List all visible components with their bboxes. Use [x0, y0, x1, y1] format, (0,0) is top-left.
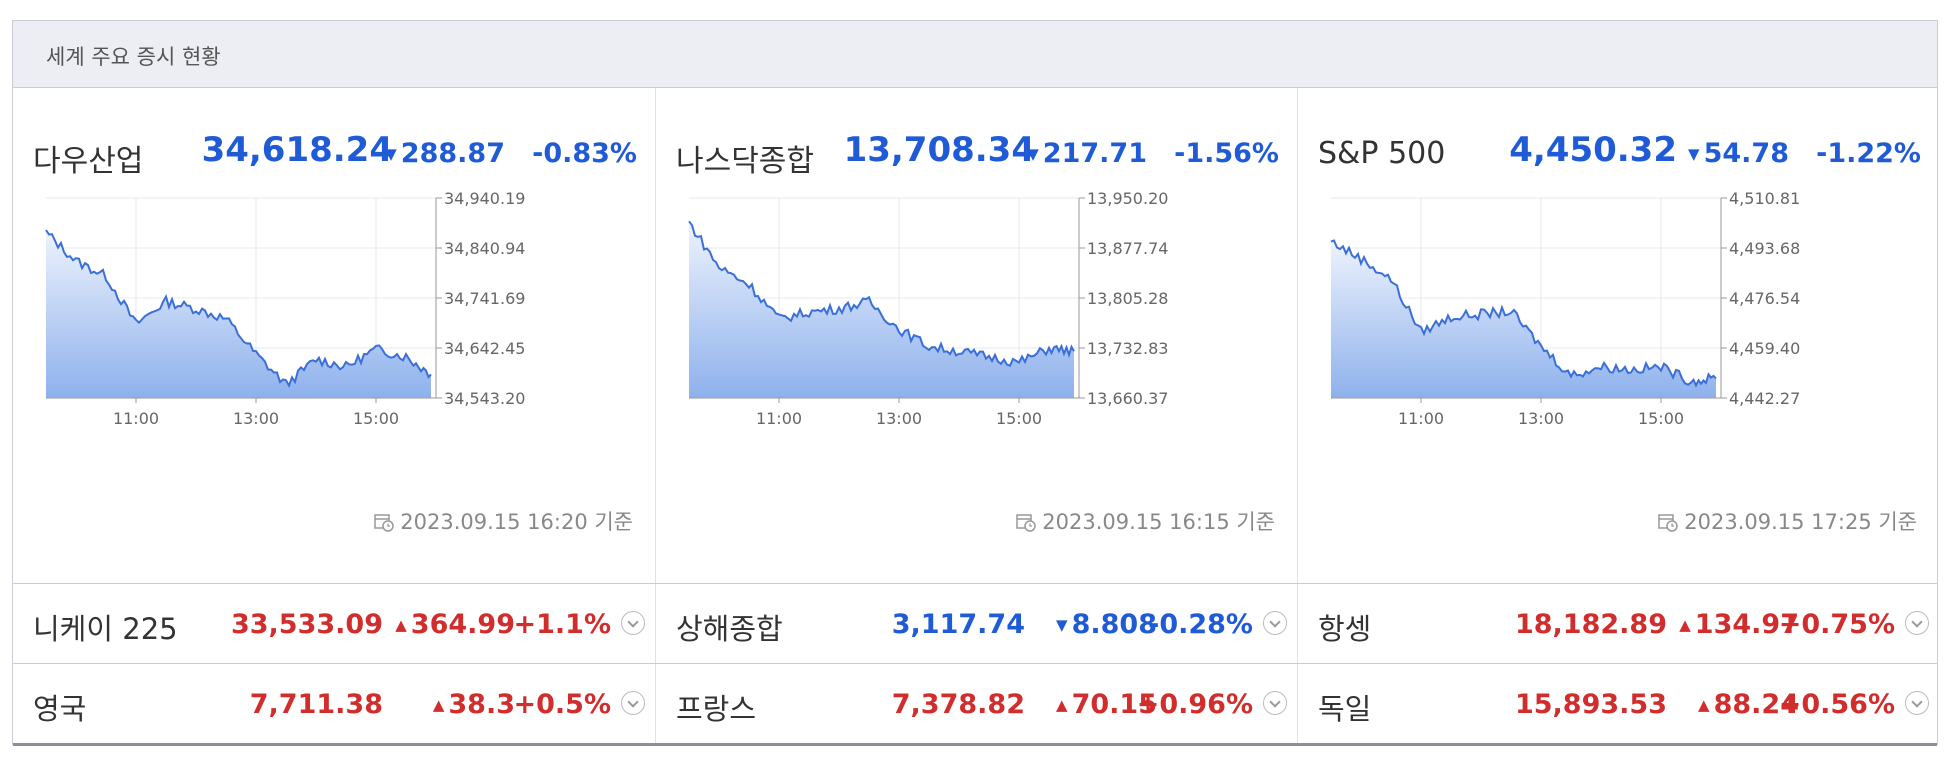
x-tick-label: 13:00	[876, 409, 922, 428]
market-name: 상해종합	[676, 612, 783, 646]
market-item-nikkei[interactable]: 니케이 225 33,533.09 364.99 +1.1%	[13, 584, 655, 663]
chevron-down-icon[interactable]	[1905, 611, 1929, 635]
market-change: 8.808	[1056, 609, 1157, 640]
index-percent: -1.22%	[1816, 138, 1921, 169]
x-tick-label: 13:00	[233, 409, 279, 428]
world-stock-market-widget: 세계 주요 증시 현황 34,940.19 34,840.94 34,741.69 3…	[12, 20, 1939, 746]
series-line	[1330, 239, 1717, 388]
market-value: 7,378.82	[891, 689, 1025, 720]
market-name: 니케이 225	[33, 612, 178, 646]
chart-nasdaq: 13,950.20 13,877.74 13,805.28 13,732.83 13,6…	[688, 189, 1168, 428]
timestamp-text: 2023.09.15 16:20 기준	[400, 510, 633, 534]
series-line	[45, 229, 432, 389]
y-tick-label: 13,877.74	[1087, 239, 1168, 258]
market-change: 38.3	[433, 689, 515, 720]
market-row: 영국 7,711.38 38.3 +0.5% 프랑스 7,378.82 70.1…	[13, 663, 1937, 746]
y-tick-label: 13,660.37	[1087, 389, 1168, 408]
index-value: 4,450.32	[1509, 130, 1677, 170]
index-percent: -1.56%	[1174, 138, 1279, 169]
market-percent: -0.28%	[1148, 609, 1253, 640]
calendar-clock-icon	[374, 514, 394, 532]
market-change: 88.24	[1698, 689, 1799, 720]
x-tick-label: 11:00	[1398, 409, 1444, 428]
market-item-uk[interactable]: 영국 7,711.38 38.3 +0.5%	[13, 664, 655, 743]
market-item-germany[interactable]: 독일 15,893.53 88.24 +0.56%	[1297, 664, 1939, 743]
market-value: 33,533.09	[230, 609, 383, 640]
series-line	[688, 220, 1075, 367]
index-value: 13,708.34	[843, 130, 1035, 170]
y-tick-label: 4,476.54	[1729, 289, 1800, 308]
market-name: 독일	[1318, 692, 1372, 726]
x-tick-label: 11:00	[756, 409, 802, 428]
chart-dow: 34,940.19 34,840.94 34,741.69 34,642.45 34,5…	[45, 189, 525, 428]
market-row: 니케이 225 33,533.09 364.99 +1.1% 상해종합 3,11…	[13, 583, 1937, 663]
market-percent: +0.5%	[513, 689, 611, 720]
chevron-down-icon[interactable]	[1263, 611, 1287, 635]
y-tick-label: 13,732.83	[1087, 339, 1168, 358]
index-name: 나스닥종합	[676, 144, 814, 179]
index-change: 217.71	[1027, 138, 1147, 169]
index-name: S&P 500	[1318, 136, 1446, 171]
widget-header: 세계 주요 증시 현황	[13, 21, 1937, 88]
timestamp-text: 2023.09.15 16:15 기준	[1042, 510, 1275, 534]
y-tick-label: 34,840.94	[444, 239, 525, 258]
index-value: 34,618.24	[201, 130, 393, 170]
index-change: 54.78	[1688, 138, 1789, 169]
x-tick-label: 15:00	[996, 409, 1042, 428]
y-tick-label: 34,741.69	[444, 289, 525, 308]
market-percent: +0.96%	[1136, 689, 1253, 720]
market-name: 영국	[33, 692, 87, 726]
y-tick-label: 34,642.45	[444, 339, 525, 358]
widget-title: 세계 주요 증시 현황	[46, 45, 221, 69]
market-change: 134.97	[1679, 609, 1799, 640]
index-change: 288.87	[385, 138, 505, 169]
x-tick-label: 13:00	[1518, 409, 1564, 428]
index-percent: -0.83%	[532, 138, 637, 169]
index-panel-sp500[interactable]: 4,510.81 4,493.68 4,476.54 4,459.40 4,442.27…	[1297, 88, 1939, 583]
chevron-down-icon[interactable]	[621, 691, 645, 715]
market-item-france[interactable]: 프랑스 7,378.82 70.15 +0.96%	[655, 664, 1297, 743]
y-tick-label: 4,442.27	[1729, 389, 1800, 408]
x-tick-label: 15:00	[1638, 409, 1684, 428]
update-timestamp: 2023.09.15 16:20 기준	[374, 506, 633, 536]
series-area	[689, 221, 1074, 398]
market-change: 70.15	[1056, 689, 1157, 720]
timestamp-text: 2023.09.15 17:25 기준	[1684, 510, 1917, 534]
update-timestamp: 2023.09.15 16:15 기준	[1016, 506, 1275, 536]
index-panel-nasdaq[interactable]: 13,950.20 13,877.74 13,805.28 13,732.83 13,6…	[655, 88, 1297, 583]
market-percent: +0.75%	[1778, 609, 1895, 640]
update-timestamp: 2023.09.15 17:25 기준	[1658, 506, 1917, 536]
calendar-clock-icon	[1658, 514, 1678, 532]
y-tick-label: 4,493.68	[1729, 239, 1800, 258]
chevron-down-icon[interactable]	[621, 611, 645, 635]
series-area	[46, 230, 431, 398]
y-tick-label: 4,510.81	[1729, 189, 1800, 208]
index-name: 다우산업	[33, 144, 144, 179]
y-tick-label: 34,543.20	[444, 389, 525, 408]
y-tick-label: 4,459.40	[1729, 339, 1800, 358]
market-value: 7,711.38	[249, 689, 383, 720]
market-change: 364.99	[395, 609, 515, 640]
market-item-shanghai[interactable]: 상해종합 3,117.74 8.808 -0.28%	[655, 584, 1297, 663]
market-value: 3,117.74	[891, 609, 1025, 640]
chart-sp500: 4,510.81 4,493.68 4,476.54 4,459.40 4,442.27…	[1330, 189, 1800, 428]
calendar-clock-icon	[1016, 514, 1036, 532]
market-percent: +1.1%	[513, 609, 611, 640]
market-value: 15,893.53	[1514, 689, 1667, 720]
market-item-hangseng[interactable]: 항셍 18,182.89 134.97 +0.75%	[1297, 584, 1939, 663]
y-tick-label: 13,805.28	[1087, 289, 1168, 308]
market-name: 항셍	[1318, 612, 1372, 646]
x-tick-label: 15:00	[353, 409, 399, 428]
market-name: 프랑스	[676, 692, 757, 726]
series-area	[1331, 240, 1716, 398]
y-tick-label: 13,950.20	[1087, 189, 1168, 208]
market-value: 18,182.89	[1514, 609, 1667, 640]
chevron-down-icon[interactable]	[1905, 691, 1929, 715]
chevron-down-icon[interactable]	[1263, 691, 1287, 715]
market-percent: +0.56%	[1778, 689, 1895, 720]
index-panel-dow[interactable]: 34,940.19 34,840.94 34,741.69 34,642.45 34,5…	[13, 88, 655, 583]
x-tick-label: 11:00	[113, 409, 159, 428]
y-tick-label: 34,940.19	[444, 189, 525, 208]
